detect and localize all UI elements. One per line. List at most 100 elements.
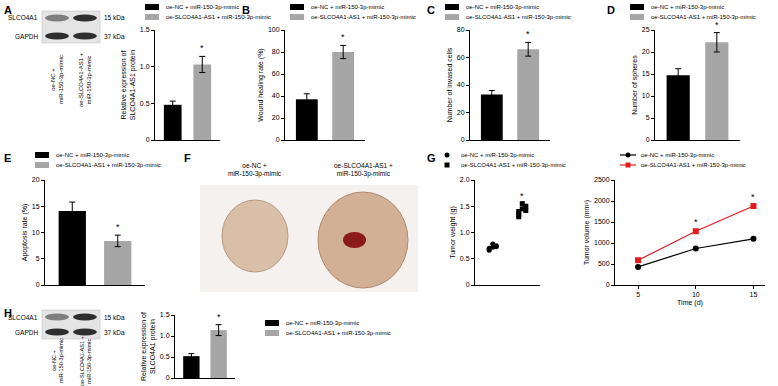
- svg-text:oe-SLCO4A1-AS1 + miR-150-3p-mi: oe-SLCO4A1-AS1 + miR-150-3p-mimic: [641, 162, 746, 168]
- svg-text:oe-NC + miR-150-3p-mimic: oe-NC + miR-150-3p-mimic: [311, 4, 384, 10]
- svg-text:10: 10: [642, 92, 650, 99]
- svg-text:15: 15: [32, 203, 40, 210]
- svg-text:oe-NC +miR-150-3p-mimic: oe-NC +miR-150-3p-mimic: [51, 338, 64, 383]
- svg-text:Time (d): Time (d): [677, 299, 703, 307]
- svg-text:*: *: [217, 312, 221, 322]
- svg-text:1.5: 1.5: [140, 26, 150, 33]
- svg-text:0.5: 0.5: [140, 100, 150, 107]
- svg-text:oe-SLCO4A1-AS1 + miR-150-3p-mi: oe-SLCO4A1-AS1 + miR-150-3p-mimic: [166, 14, 271, 20]
- svg-text:H: H: [4, 307, 12, 319]
- svg-text:40: 40: [457, 81, 465, 88]
- svg-text:0: 0: [36, 281, 40, 288]
- svg-text:1.5: 1.5: [460, 203, 470, 210]
- svg-text:*: *: [751, 192, 755, 202]
- svg-text:oe-SLCO4A1-AS1 +miR-150-3p-mim: oe-SLCO4A1-AS1 +miR-150-3p-mimic: [78, 52, 92, 107]
- svg-text:15: 15: [642, 70, 650, 77]
- svg-text:oe-SLCO4A1-AS1 + miR-150-3p-mi: oe-SLCO4A1-AS1 + miR-150-3p-mimic: [286, 330, 391, 336]
- svg-text:0: 0: [166, 374, 170, 381]
- svg-text:Number of invased cells: Number of invased cells: [446, 47, 453, 122]
- svg-text:Apoptosis rate (%): Apoptosis rate (%): [21, 204, 29, 262]
- svg-text:37 kDa: 37 kDa: [104, 33, 125, 40]
- svg-text:5: 5: [646, 114, 650, 121]
- svg-text:60: 60: [457, 54, 465, 61]
- svg-text:C: C: [427, 4, 435, 16]
- svg-text:2500: 2500: [594, 176, 610, 183]
- svg-text:oe-NC + miR-150-3p-mimic: oe-NC + miR-150-3p-mimic: [466, 4, 539, 10]
- svg-text:2.0: 2.0: [460, 176, 470, 183]
- svg-text:SLCO4A1: SLCO4A1: [8, 14, 38, 21]
- svg-text:1.0: 1.0: [460, 229, 470, 236]
- svg-text:1.0: 1.0: [140, 63, 150, 70]
- svg-text:20: 20: [272, 114, 280, 121]
- svg-text:0.5: 0.5: [160, 353, 170, 360]
- svg-text:D: D: [607, 4, 615, 16]
- svg-text:oe-NC + miR-150-3p-mimic: oe-NC + miR-150-3p-mimic: [651, 4, 724, 10]
- svg-text:5: 5: [636, 291, 640, 298]
- svg-text:oe-NC + miR-150-3p-mimic: oe-NC + miR-150-3p-mimic: [56, 152, 129, 158]
- svg-text:1000: 1000: [594, 239, 610, 246]
- svg-text:Relative expression ofSLCO4A1: Relative expression ofSLCO4A1 protein: [140, 312, 157, 381]
- svg-text:*: *: [694, 217, 698, 227]
- svg-text:oe-NC +miR-150-3p-mimic: oe-NC +miR-150-3p-mimic: [228, 162, 282, 178]
- svg-text:80: 80: [457, 26, 465, 33]
- svg-text:oe-NC + miR-150-3p-mimic: oe-NC + miR-150-3p-mimic: [166, 4, 239, 10]
- svg-text:oe-NC +miR-150-3p-mimic: oe-NC +miR-150-3p-mimic: [50, 55, 64, 104]
- svg-text:0: 0: [461, 136, 465, 143]
- svg-text:20: 20: [642, 48, 650, 55]
- svg-text:20: 20: [457, 109, 465, 116]
- svg-text:oe-SLCO4A1-AS1 + miR-150-3p-mi: oe-SLCO4A1-AS1 + miR-150-3p-mimic: [466, 14, 571, 20]
- svg-text:oe-SLCO4A1-AS1 + miR-150-3p-mi: oe-SLCO4A1-AS1 + miR-150-3p-mimic: [311, 14, 416, 20]
- svg-text:500: 500: [598, 260, 610, 267]
- svg-text:*: *: [116, 222, 120, 232]
- svg-text:E: E: [4, 152, 11, 164]
- svg-text:GAPDH: GAPDH: [15, 329, 38, 336]
- svg-text:60: 60: [272, 70, 280, 77]
- svg-text:*: *: [715, 20, 719, 30]
- svg-text:40: 40: [272, 92, 280, 99]
- svg-text:15 kDa: 15 kDa: [104, 314, 125, 321]
- svg-text:oe-NC + miR-150-3p-mimic: oe-NC + miR-150-3p-mimic: [461, 152, 534, 158]
- svg-text:oe-SLCO4A1-AS1 +miR-150-3p-mim: oe-SLCO4A1-AS1 +miR-150-3p-mimic: [79, 336, 92, 386]
- svg-text:0: 0: [466, 281, 470, 288]
- svg-text:2000: 2000: [594, 197, 610, 204]
- svg-text:Relative expression ofSLCO4A1-: Relative expression ofSLCO4A1-AS1 protei…: [120, 50, 137, 121]
- svg-text:100: 100: [268, 26, 280, 33]
- svg-text:A: A: [4, 4, 12, 16]
- svg-text:Number of spheres: Number of spheres: [631, 55, 639, 115]
- svg-text:0: 0: [146, 136, 150, 143]
- svg-text:*: *: [200, 43, 204, 53]
- svg-text:10: 10: [692, 291, 700, 298]
- svg-text:5: 5: [36, 255, 40, 262]
- svg-text:80: 80: [272, 48, 280, 55]
- svg-text:15: 15: [750, 291, 758, 298]
- svg-text:Wound healing rate (%): Wound healing rate (%): [257, 48, 265, 121]
- svg-text:37 kDa: 37 kDa: [104, 329, 125, 336]
- svg-text:1500: 1500: [594, 218, 610, 225]
- svg-text:0: 0: [276, 136, 280, 143]
- svg-text:20: 20: [32, 176, 40, 183]
- svg-text:0.5: 0.5: [460, 255, 470, 262]
- svg-text:0: 0: [606, 281, 610, 288]
- svg-text:oe-SLCO4A1-AS1 + miR-150-3p-mi: oe-SLCO4A1-AS1 + miR-150-3p-mimic: [56, 162, 161, 168]
- svg-text:1.5: 1.5: [160, 311, 170, 318]
- svg-text:oe-NC + miR-150-3p-mimic: oe-NC + miR-150-3p-mimic: [286, 320, 359, 326]
- svg-text:Tumor weight (g): Tumor weight (g): [449, 206, 457, 259]
- svg-text:GAPDH: GAPDH: [15, 33, 38, 40]
- svg-text:0: 0: [646, 136, 650, 143]
- svg-text:1.0: 1.0: [160, 332, 170, 339]
- svg-text:*: *: [520, 191, 524, 201]
- svg-text:*: *: [526, 29, 530, 39]
- svg-text:10: 10: [32, 229, 40, 236]
- svg-text:oe-SLCO4A1-AS1 + miR-150-3p-mi: oe-SLCO4A1-AS1 + miR-150-3p-mimic: [651, 14, 756, 20]
- svg-text:Tumor volume (mm³): Tumor volume (mm³): [583, 200, 591, 265]
- svg-text:15 kDa: 15 kDa: [104, 14, 125, 21]
- svg-text:*: *: [341, 32, 345, 42]
- svg-text:B: B: [242, 4, 250, 16]
- svg-text:G: G: [427, 152, 436, 164]
- svg-text:oe-SLCO4A1-AS1 +miR-150-3p-mim: oe-SLCO4A1-AS1 +miR-150-3p-mimic: [334, 162, 393, 178]
- svg-text:oe-SLCO4A1-AS1 + miR-150-3p-mi: oe-SLCO4A1-AS1 + miR-150-3p-mimic: [461, 162, 566, 168]
- svg-text:oe-NC + miR-150-3p-mimic: oe-NC + miR-150-3p-mimic: [641, 152, 714, 158]
- svg-text:F: F: [184, 152, 191, 164]
- svg-text:SLCO4A1: SLCO4A1: [8, 314, 38, 321]
- svg-text:25: 25: [642, 26, 650, 33]
